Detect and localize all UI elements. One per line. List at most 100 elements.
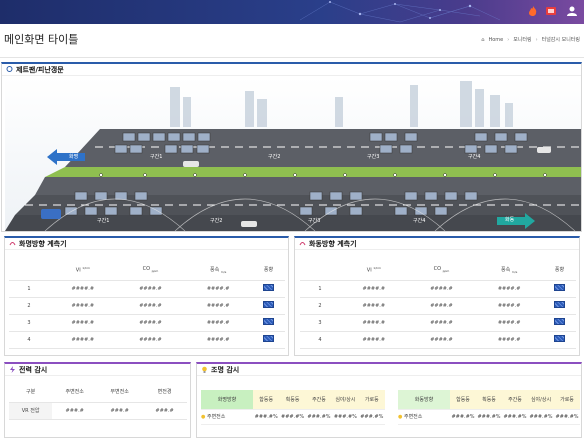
breadcrumb-separator: › [507, 36, 510, 43]
lighting-panel: 조명 감시 화명방향 합등등 획등등 주간등 심야/상시 가로등 ● 주변전소 … [196, 362, 582, 438]
power-panel: 전력 감시 구분 주변전소 부변전소 변전경 VR 전압 ###.# ###.#… [4, 362, 191, 438]
lighting-left-section: 화명방향 합등등 획등등 주간등 심야/상시 가로등 ● 주변전소 ###.#%… [201, 390, 385, 425]
table-row: 4 ####.# ####.# ####.# [300, 331, 576, 349]
bulb-icon: ● [201, 414, 206, 420]
wind-direction-indicator [262, 335, 274, 342]
lower-lane-label: 구간3 [308, 218, 321, 224]
meter-left-header: 화명방향 계측기 [5, 238, 288, 250]
meter-left-panel: 화명방향 계측기 VI 1/km CO ppm 풍속 m/s 풍향 1 ####.… [4, 236, 289, 356]
bulb-icon: ● [398, 414, 403, 420]
table-row: ● 주변전소 ###.#% ###.#% ###.#% ###.#% ###.#% [201, 409, 385, 425]
user-icon[interactable] [565, 4, 579, 18]
table-row: 3 ####.# ####.# ####.# [9, 314, 285, 332]
column-header: 획등등 [279, 390, 306, 410]
column-header-vi: VI 1/km [49, 260, 117, 281]
meter-left-table: VI 1/km CO ppm 풍속 m/s 풍향 1 ####.# ####.# ##… [9, 260, 285, 349]
tunnel-panel: 제트팬/피난갱문 [1, 62, 582, 232]
network-background-graphic [299, 1, 501, 23]
column-header: 주변전소 [52, 382, 98, 403]
alarm-icon[interactable] [544, 4, 558, 18]
table-header-row: 구분 주변전소 부변전소 변전경 [9, 382, 187, 403]
table-row: 1 ####.# ####.# ####.# [300, 280, 576, 298]
column-header: 구분 [9, 382, 53, 403]
meter-right-table: VI 1/km CO ppm 풍속 m/s 풍향 1 ####.# ####.# ##… [300, 260, 576, 349]
lower-lane-label: 구간2 [210, 218, 223, 224]
meter-right-title: 화동방향 계측기 [309, 239, 357, 248]
meter-left-title: 화명방향 계측기 [19, 239, 67, 248]
lighting-right-section: 화동방향 합등등 획등등 주간등 심야/상시 가로등 ● 주변전소 ###.#%… [398, 390, 580, 425]
table-row: VR 전압 ###.# ###.# ###.# [9, 402, 187, 420]
meter-icon [9, 242, 16, 246]
arrow-right-label: 화동 [505, 217, 515, 223]
column-header: 합등등 [253, 390, 280, 410]
table-row: 2 ####.# ####.# ####.# [300, 297, 576, 315]
table-header-row: VI 1/km CO ppm 풍속 m/s 풍향 [9, 260, 285, 281]
breadcrumb-home[interactable]: Home [488, 36, 504, 43]
table-row: 4 ####.# ####.# ####.# [9, 331, 285, 349]
table-row: ● 주변전소 ###.#% ###.#% ###.#% ###.#% ###.#% [398, 409, 580, 425]
lower-lane-label: 구간1 [97, 218, 110, 224]
wind-direction-indicator [262, 284, 274, 291]
lighting-panel-header: 조명 감시 [197, 364, 581, 376]
breadcrumb: ⌂ Home › 모니터링 › 터널감시 모니터링 [481, 36, 580, 44]
column-header-co: CO ppm [116, 260, 185, 281]
table-row: 3 ####.# ####.# ####.# [300, 314, 576, 332]
column-header: 가로등 [358, 390, 385, 410]
lighting-direction-label: 화명방향 [201, 390, 253, 410]
power-icon [10, 366, 15, 373]
column-header: 부변전소 [97, 382, 143, 403]
tunnel-scene-graphic [5, 77, 581, 231]
meter-right-header: 화동방향 계측기 [295, 238, 579, 250]
wind-direction-indicator [553, 301, 565, 308]
tunnel-panel-title: 제트팬/피난갱문 [16, 65, 64, 74]
column-header-wind: 풍속 m/s [475, 260, 543, 281]
top-header-bar [0, 0, 584, 24]
upper-lane-label: 구간1 [150, 154, 163, 160]
column-header: 심야/상시 [332, 390, 359, 410]
upper-lane-label: 구간4 [468, 154, 481, 160]
breadcrumb-level1[interactable]: 모니터링 [513, 37, 532, 43]
upper-lane-label: 구간3 [367, 154, 380, 160]
fire-icon[interactable] [526, 4, 540, 18]
home-icon[interactable]: ⌂ [481, 36, 485, 43]
lighting-panel-title: 조명 감시 [211, 365, 240, 374]
tunnel-scene: 화명 화동 구간1 구간2 구간3 구간4 구간1 구간2 구간3 구간4 [5, 77, 581, 231]
column-header: 획등등 [476, 390, 502, 410]
wind-direction-indicator [553, 335, 565, 342]
power-panel-title: 전력 감시 [19, 365, 48, 374]
table-row: 2 ####.# ####.# ####.# [9, 297, 285, 315]
page-title: 메인화면 타이틀 [4, 33, 79, 46]
column-header-no [300, 260, 340, 281]
column-header-no [9, 260, 49, 281]
power-panel-header: 전력 감시 [5, 364, 190, 376]
breadcrumb-separator: › [535, 36, 538, 43]
column-header: 가로등 [554, 390, 580, 410]
column-header-co: CO ppm [407, 260, 476, 281]
lower-lane-label: 구간4 [413, 218, 426, 224]
column-header: 변전경 [142, 382, 187, 403]
table-row: 1 ####.# ####.# ####.# [9, 280, 285, 298]
column-header-wind: 풍속 m/s [184, 260, 252, 281]
upper-lane-label: 구간2 [268, 154, 281, 160]
bulb-icon [202, 366, 207, 373]
power-table: 구분 주변전소 부변전소 변전경 VR 전압 ###.# ###.# ###.# [9, 382, 187, 420]
breadcrumb-level2: 터널감시 모니터링 [541, 37, 580, 43]
wind-direction-indicator [553, 284, 565, 291]
wind-direction-indicator [262, 318, 274, 325]
page-title-bar: 메인화면 타이틀 ⌂ Home › 모니터링 › 터널감시 모니터링 [0, 24, 584, 58]
column-header: 주간등 [305, 390, 333, 410]
column-header-fan: 풍향 [251, 260, 285, 281]
wind-direction-indicator [553, 318, 565, 325]
column-header-fan: 풍향 [542, 260, 576, 281]
pin-icon [6, 66, 13, 72]
column-header: 주간등 [502, 390, 528, 410]
column-header-vi: VI 1/km [340, 260, 408, 281]
tunnel-panel-header: 제트팬/피난갱문 [2, 64, 581, 76]
column-header: 심야/상시 [528, 390, 554, 410]
meter-right-panel: 화동방향 계측기 VI 1/km CO ppm 풍속 m/s 풍향 1 ####.… [294, 236, 580, 356]
lighting-direction-label: 화동방향 [398, 390, 450, 410]
meter-icon [299, 242, 306, 246]
wind-direction-indicator [262, 301, 274, 308]
arrow-left-label: 화명 [69, 154, 79, 160]
column-header: 합등등 [450, 390, 476, 410]
